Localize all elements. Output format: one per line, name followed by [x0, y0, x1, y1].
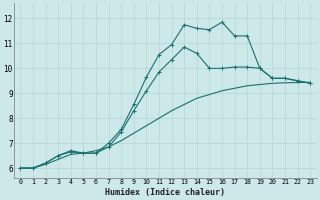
X-axis label: Humidex (Indice chaleur): Humidex (Indice chaleur) [105, 188, 225, 197]
